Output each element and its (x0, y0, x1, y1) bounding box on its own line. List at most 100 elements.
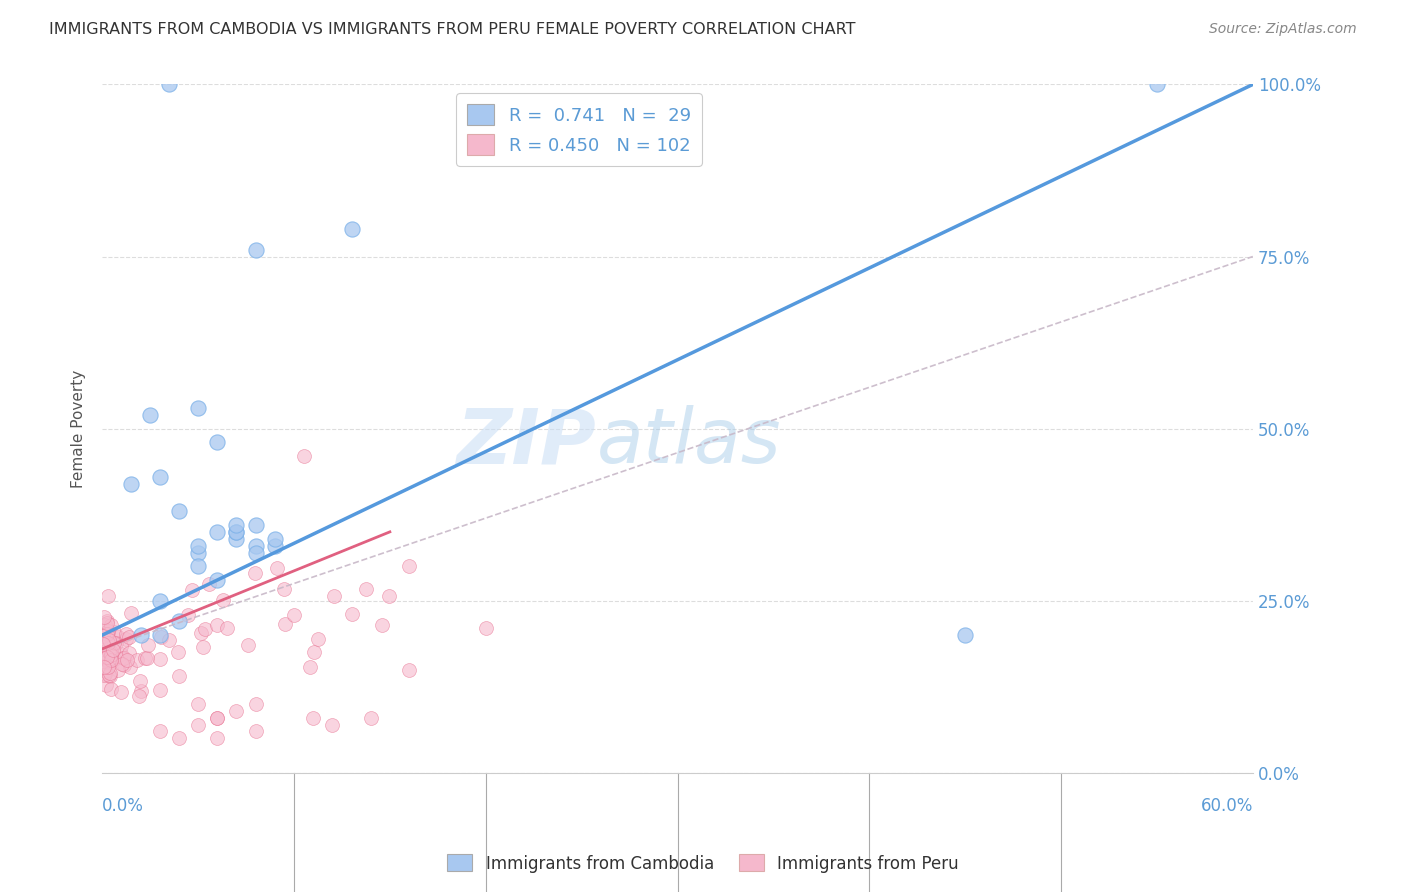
Point (340, 222, 363, 236)
Text: IMMIGRANTS FROM CAMBODIA VS IMMIGRANTS FROM PERU FEMALE POVERTY CORRELATION CHAR: IMMIGRANTS FROM CAMBODIA VS IMMIGRANTS F… (49, 22, 856, 37)
Point (97, 659, 120, 673)
Point (91, 636, 114, 650)
Point (93, 668, 115, 682)
Point (225, 524, 247, 539)
Point (94, 618, 117, 632)
Point (167, 669, 190, 683)
Point (103, 636, 125, 650)
Point (111, 657, 134, 672)
Point (167, 645, 190, 659)
Point (93, 662, 115, 676)
Point (96, 678, 118, 692)
Point (100, 653, 122, 667)
Point (107, 631, 129, 645)
Text: Source: ZipAtlas.com: Source: ZipAtlas.com (1209, 22, 1357, 37)
Point (103, 651, 125, 665)
Point (207, 731, 229, 746)
Point (134, 650, 156, 665)
Point (98, 645, 121, 659)
Point (398, 663, 420, 677)
Point (104, 636, 127, 650)
Point (128, 690, 150, 704)
Point (322, 589, 344, 603)
Point (93, 640, 115, 654)
Point (96, 627, 118, 641)
Point (110, 647, 132, 661)
Text: 60.0%: 60.0% (1201, 797, 1253, 814)
Point (245, 243, 267, 257)
Point (150, 631, 173, 645)
Text: atlas: atlas (598, 405, 782, 479)
Point (207, 524, 229, 539)
Point (103, 624, 125, 639)
Point (125, 653, 148, 667)
Point (474, 621, 496, 635)
Point (263, 539, 285, 553)
Point (398, 559, 420, 574)
Point (245, 697, 267, 711)
Point (953, 628, 976, 642)
Point (225, 704, 247, 718)
Point (215, 621, 238, 635)
Point (157, 632, 180, 647)
Point (93, 667, 115, 681)
Point (114, 627, 136, 641)
Point (100, 650, 122, 665)
Point (177, 607, 200, 622)
Point (225, 532, 247, 546)
Point (304, 644, 326, 658)
Y-axis label: Female Poverty: Female Poverty (72, 369, 86, 488)
Point (118, 646, 141, 660)
Point (91, 629, 114, 643)
Point (129, 674, 152, 689)
Point (149, 470, 172, 484)
Point (157, 78, 180, 92)
Point (360, 711, 382, 725)
Point (236, 638, 259, 652)
Point (245, 566, 267, 581)
Point (91, 656, 114, 670)
Point (207, 435, 229, 450)
Point (91, 651, 114, 665)
Point (149, 683, 172, 698)
Point (98, 669, 121, 683)
Point (225, 518, 247, 533)
Point (115, 653, 138, 667)
Point (112, 651, 135, 665)
Point (120, 606, 142, 620)
Point (110, 685, 132, 699)
Point (100, 645, 122, 659)
Point (96, 650, 118, 665)
Point (266, 561, 288, 575)
Point (118, 660, 141, 674)
Point (292, 449, 315, 463)
Point (245, 545, 267, 559)
Point (129, 628, 152, 642)
Point (187, 539, 209, 553)
Point (225, 524, 247, 539)
Legend: R =  0.741   N =  29, R = 0.450   N = 102: R = 0.741 N = 29, R = 0.450 N = 102 (457, 94, 702, 166)
Point (149, 651, 172, 665)
Point (371, 618, 394, 632)
Point (187, 401, 209, 415)
Point (274, 616, 297, 631)
Point (1146, 78, 1168, 92)
Point (96, 615, 118, 629)
Point (245, 518, 267, 533)
Point (167, 615, 190, 629)
Point (96, 615, 118, 630)
Point (187, 545, 209, 559)
Point (136, 651, 159, 665)
Point (283, 608, 305, 623)
Point (273, 582, 295, 596)
Point (149, 724, 172, 739)
Point (354, 582, 377, 596)
Point (191, 640, 214, 654)
Point (187, 717, 209, 731)
Point (100, 654, 122, 668)
Point (112, 657, 135, 672)
Point (110, 639, 132, 653)
Point (97, 589, 120, 603)
Point (96, 624, 118, 639)
Point (97, 626, 120, 640)
